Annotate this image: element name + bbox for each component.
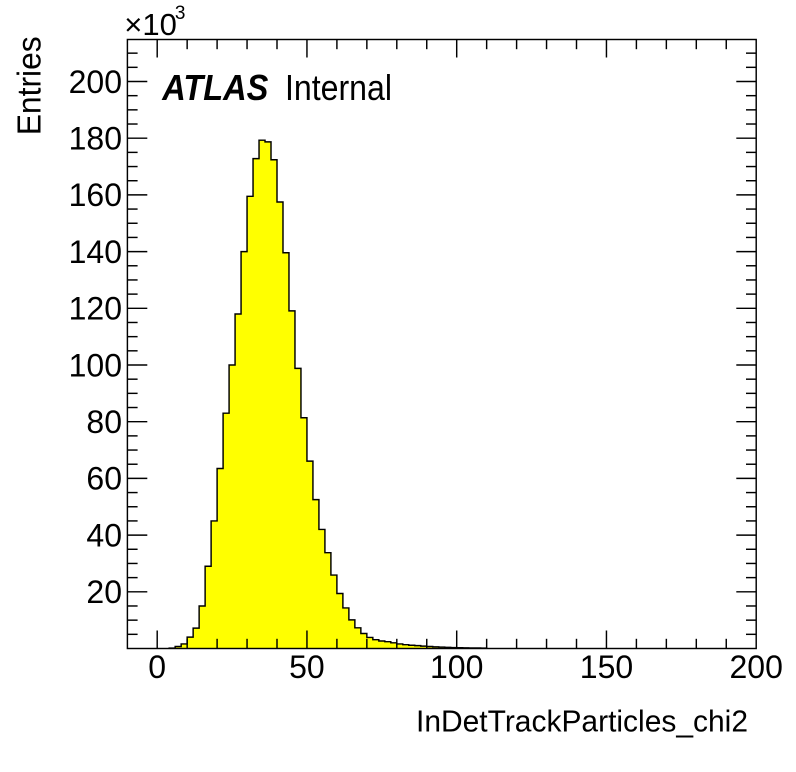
svg-text:100: 100: [69, 347, 122, 383]
svg-text:InDetTrackParticles_chi2: InDetTrackParticles_chi2: [416, 703, 748, 738]
svg-text:120: 120: [69, 291, 122, 327]
svg-text:150: 150: [580, 649, 633, 685]
svg-text:140: 140: [69, 234, 122, 270]
svg-text:Internal: Internal: [285, 67, 392, 108]
svg-text:100: 100: [430, 649, 483, 685]
svg-text:50: 50: [289, 649, 325, 685]
svg-text:×10: ×10: [124, 7, 177, 42]
svg-text:Entries: Entries: [10, 36, 47, 135]
svg-text:0: 0: [148, 649, 166, 685]
svg-text:40: 40: [86, 517, 122, 553]
svg-text:80: 80: [86, 404, 122, 440]
svg-text:20: 20: [86, 574, 122, 610]
svg-text:60: 60: [86, 461, 122, 497]
svg-text:180: 180: [69, 121, 122, 157]
svg-text:160: 160: [69, 177, 122, 213]
svg-text:200: 200: [69, 64, 122, 100]
svg-text:ATLAS: ATLAS: [161, 67, 268, 108]
svg-text:200: 200: [730, 649, 783, 685]
svg-text:3: 3: [175, 3, 186, 24]
